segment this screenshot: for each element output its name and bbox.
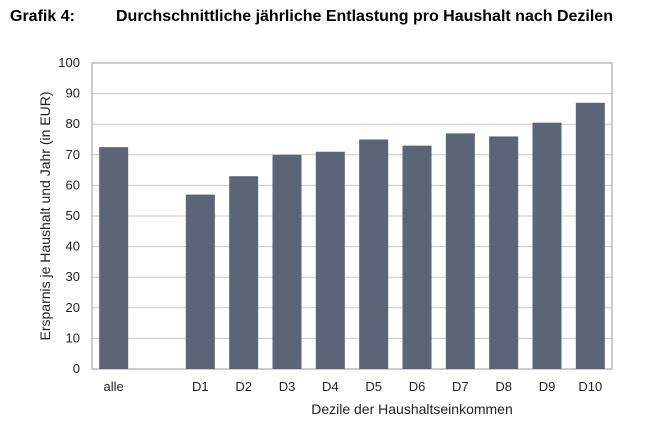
bar-alle (99, 147, 129, 369)
x-tick-label: D1 (192, 379, 209, 394)
bar-d10 (575, 102, 605, 369)
x-tick-label: D2 (235, 379, 252, 394)
chart-heading: Grafik 4: Durchschnittliche jährliche Ent… (10, 8, 613, 26)
x-axis-label: Dezile der Haushaltseinkommen (311, 401, 513, 417)
bar-d6 (402, 145, 432, 369)
y-tick-label: 30 (66, 269, 80, 284)
y-tick-label: 20 (66, 300, 80, 315)
y-tick-label: 70 (66, 147, 80, 162)
x-tick-label: D6 (409, 379, 426, 394)
figure-label: Grafik 4: (10, 8, 75, 25)
chart-title: Durchschnittliche jährliche Entlastung p… (116, 8, 613, 25)
x-tick-label: D5 (365, 379, 382, 394)
y-tick-label: 60 (66, 177, 80, 192)
x-tick-label: D9 (539, 379, 556, 394)
plot-frame (91, 62, 613, 370)
bar-d4 (315, 151, 345, 369)
y-tick-label: 10 (66, 330, 80, 345)
bar-d5 (359, 139, 389, 369)
bar-d7 (445, 133, 475, 369)
x-tick-label: D8 (495, 379, 512, 394)
x-tick-label: alle (104, 379, 124, 394)
x-tick-label: D3 (279, 379, 296, 394)
y-tick-label: 80 (66, 116, 80, 131)
y-tick-label: 50 (66, 208, 80, 223)
y-tick-label: 0 (73, 361, 80, 376)
y-tick-label: 90 (66, 86, 80, 101)
y-tick-label: 40 (66, 239, 80, 254)
bar-d8 (489, 136, 519, 369)
bar-d1 (185, 194, 215, 369)
x-tick-label: D4 (322, 379, 339, 394)
x-tick-label: D7 (452, 379, 469, 394)
x-tick-label: D10 (578, 379, 602, 394)
y-tick-label: 100 (58, 55, 80, 70)
bar-d2 (229, 176, 259, 369)
bar-d3 (272, 154, 302, 369)
y-axis-label: Ersparnis je Haushalt und Jahr (in EUR) (37, 92, 53, 341)
bar-d9 (532, 122, 562, 369)
